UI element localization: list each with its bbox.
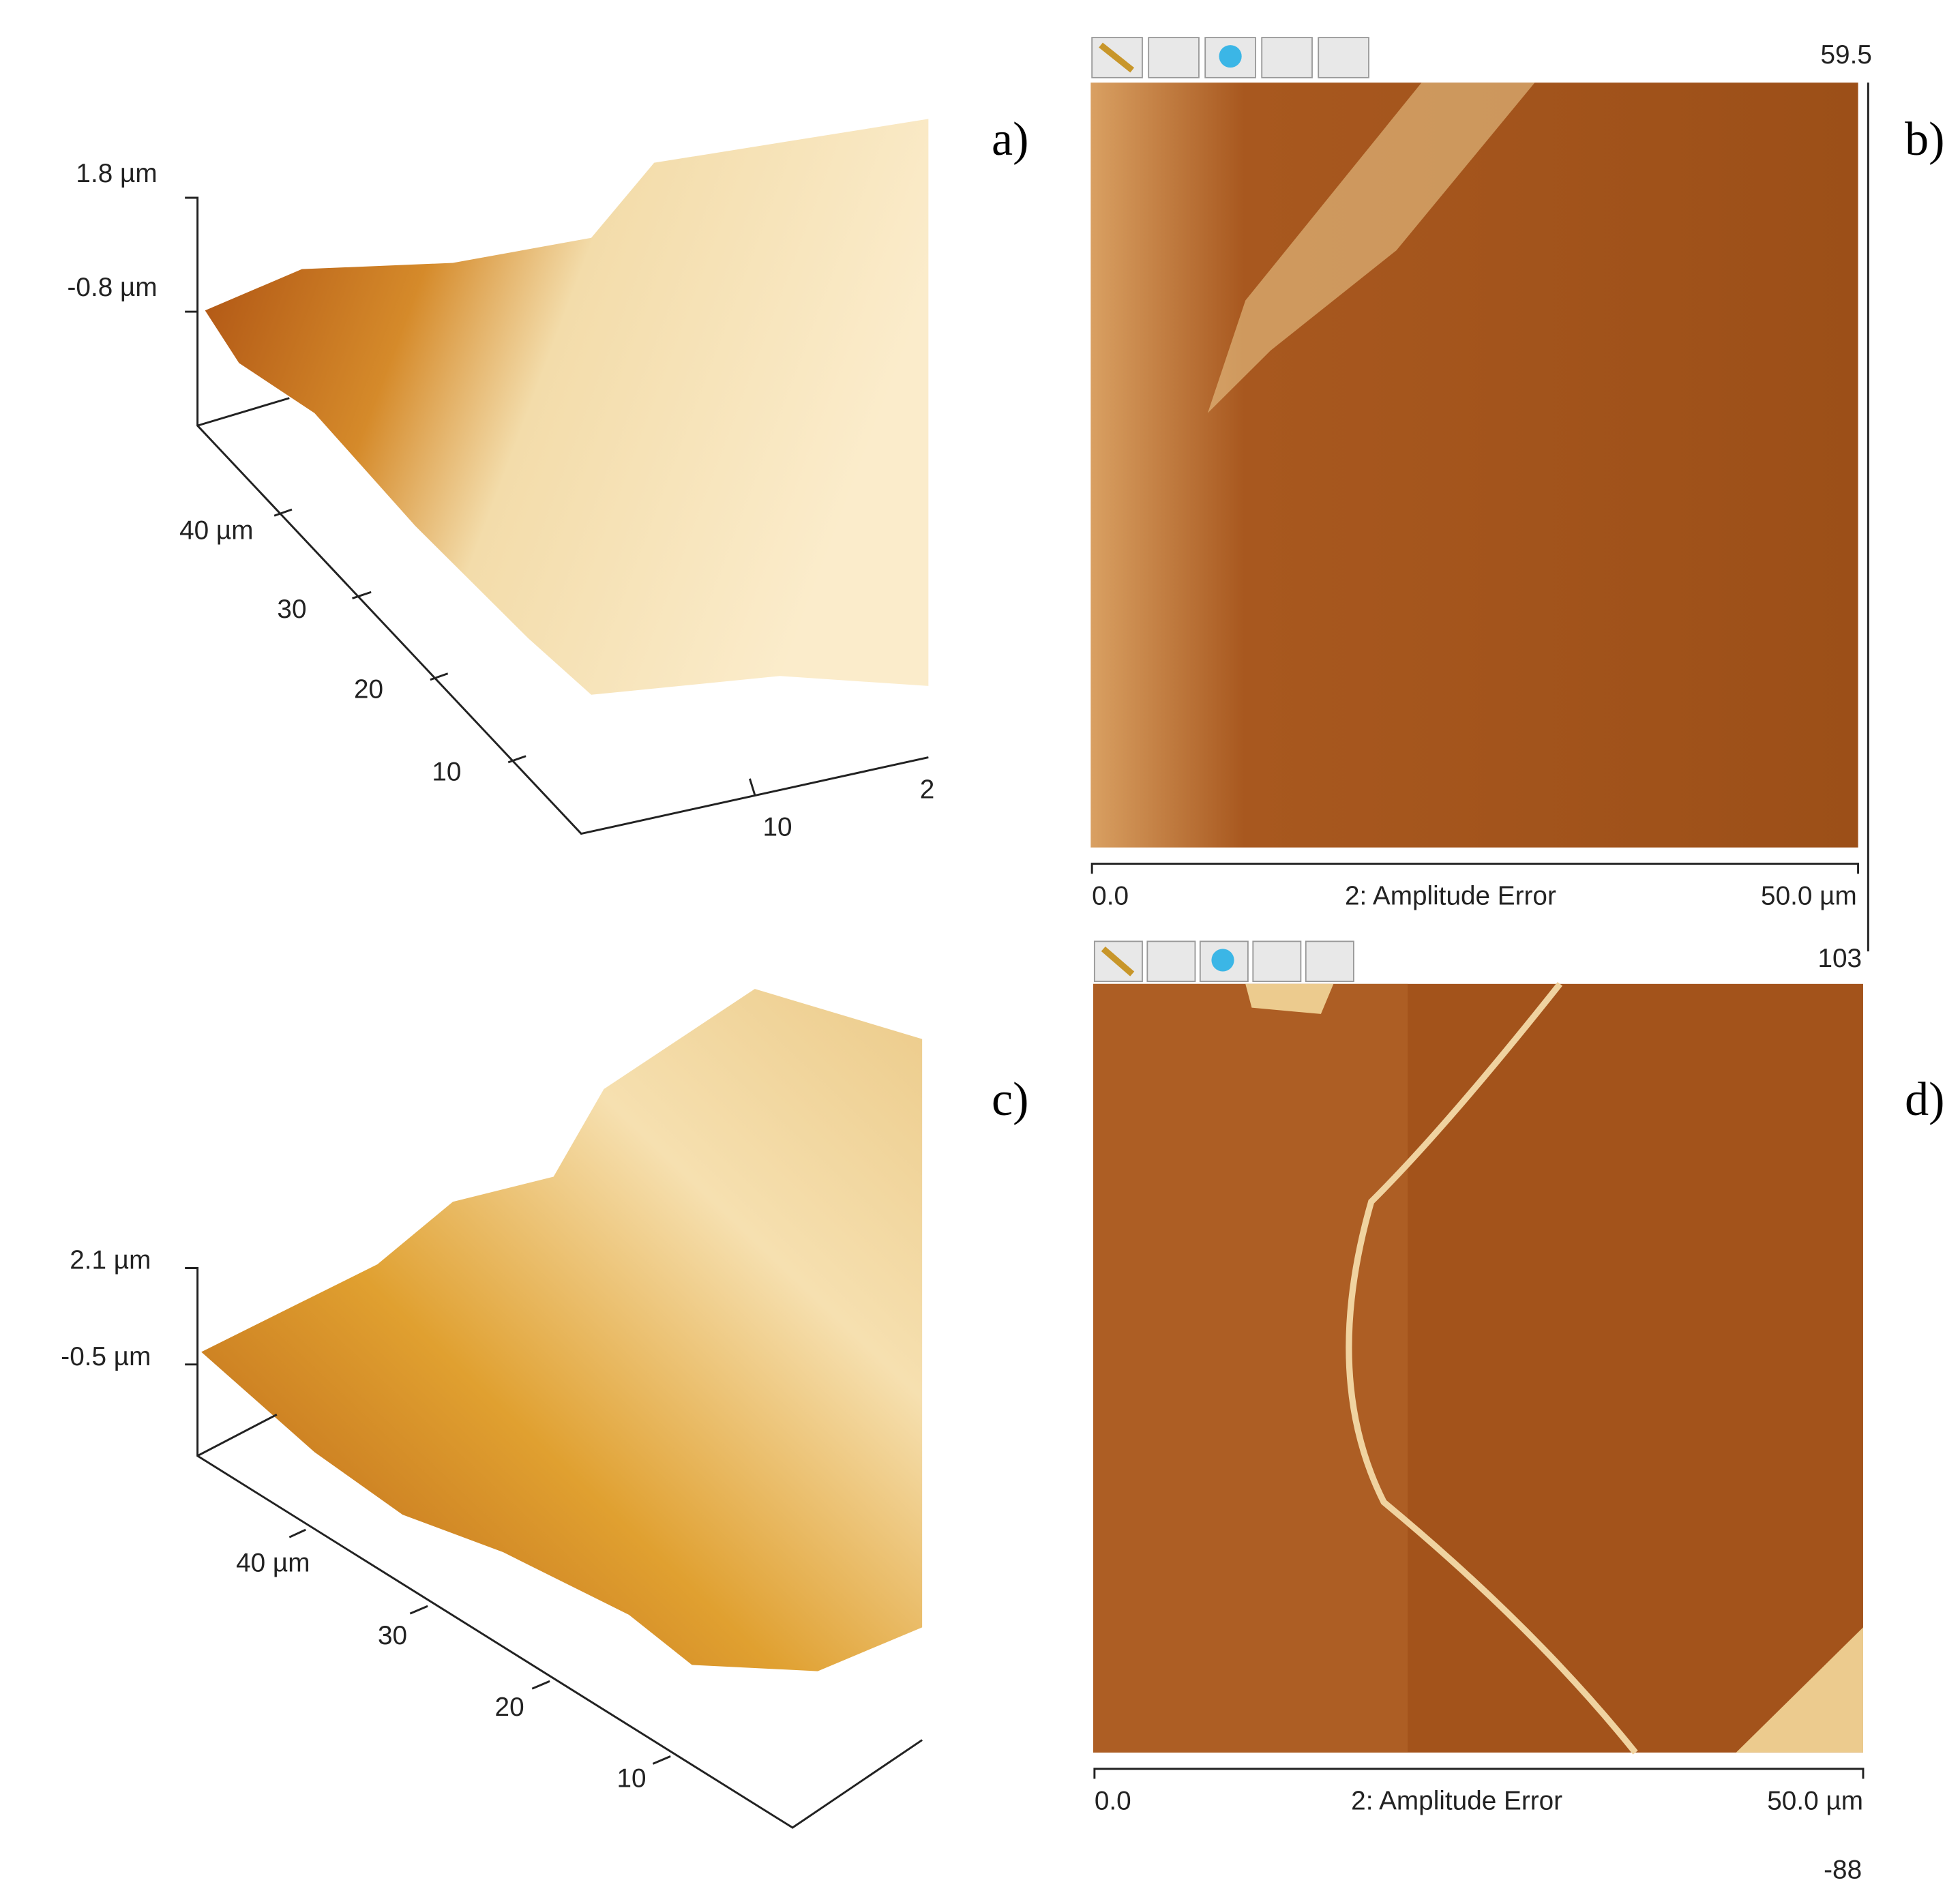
frame xyxy=(1093,1768,1865,1779)
z-label: -0.5 µm xyxy=(61,1342,151,1371)
tool-button[interactable] xyxy=(1305,940,1354,983)
panel-label: a) xyxy=(992,113,1028,166)
tool-button[interactable] xyxy=(1318,37,1369,78)
z-label: 1.8 µm xyxy=(76,159,157,188)
toolbar xyxy=(1093,940,1354,983)
axes xyxy=(185,1267,923,1829)
channel-label: 2: Amplitude Error xyxy=(1345,881,1556,910)
z-label: -0.8 µm xyxy=(68,273,158,302)
scale-end: 50.0 µm xyxy=(1761,881,1857,910)
y-label: 10 xyxy=(617,1764,646,1794)
amplitude-image xyxy=(1090,83,1858,848)
panel-label: b) xyxy=(1905,113,1944,166)
x-label: 2 xyxy=(920,775,935,804)
y-label: 20 xyxy=(495,1693,524,1722)
tool-button[interactable] xyxy=(1148,37,1200,78)
scale-top: 59.5 xyxy=(1821,40,1872,70)
panel-label: d) xyxy=(1905,1073,1944,1126)
y-label: 40 µm xyxy=(179,516,253,545)
channel-label: 2: Amplitude Error xyxy=(1351,1787,1562,1816)
y-label: 10 xyxy=(432,758,461,787)
scale-start: 0.0 xyxy=(1095,1787,1131,1816)
feature xyxy=(1207,83,1535,413)
scale-end: 50.0 µm xyxy=(1767,1787,1863,1816)
y-label: 20 xyxy=(354,675,383,704)
tool-button[interactable] xyxy=(1261,37,1313,78)
scale-top: 103 xyxy=(1818,944,1862,973)
panel-label: c) xyxy=(992,1073,1028,1126)
feature xyxy=(1245,983,1334,1014)
y-label: 30 xyxy=(277,595,306,624)
tool-button[interactable] xyxy=(1252,940,1302,983)
y-label: 30 xyxy=(378,1621,407,1650)
axes xyxy=(185,196,929,835)
x-label: 10 xyxy=(762,812,792,842)
panel-c: 2.1 µm -0.5 µm 40 µm 30 20 10 c) xyxy=(61,989,1028,1829)
panel-b: 59.5 0.0 2: Amplitude Error 50.0 µm b) xyxy=(1090,37,1945,952)
surface-3d xyxy=(205,119,929,695)
scale-start: 0.0 xyxy=(1092,881,1129,910)
tool-button[interactable] xyxy=(1146,940,1196,983)
panel-d: 103 0.0 2: Amplitude Error 50.0 µm -88 d… xyxy=(1093,940,1945,1885)
z-label: 2.1 µm xyxy=(70,1246,151,1275)
toolbar xyxy=(1091,37,1369,78)
surface-3d xyxy=(201,989,923,1671)
scale-bottom: -88 xyxy=(1824,1856,1862,1885)
frame xyxy=(1090,83,1869,952)
panel-a: 1.8 µm -0.8 µm 40 µm 30 20 10 10 2 a) xyxy=(68,113,1029,842)
y-label: 40 µm xyxy=(236,1549,310,1578)
